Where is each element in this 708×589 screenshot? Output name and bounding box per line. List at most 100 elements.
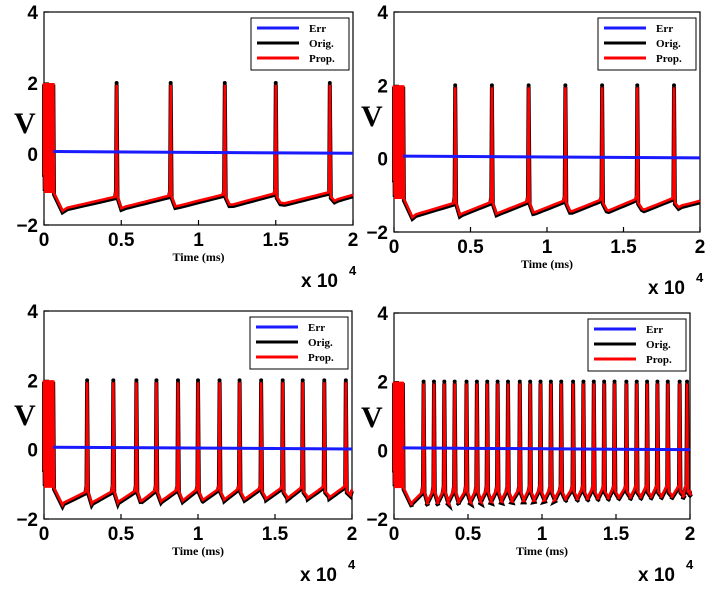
y-axis-label: V xyxy=(361,401,383,434)
legend-label: Prop. xyxy=(656,53,682,65)
x-multiplier-exponent: 4 xyxy=(686,557,694,572)
spike-peak-dot xyxy=(85,378,90,383)
spike-peak-dot xyxy=(665,379,670,384)
y-tick-label: −2 xyxy=(366,223,388,244)
legend: Err Orig. Prop. xyxy=(597,17,697,71)
x-tick-label: 0.5 xyxy=(108,524,135,545)
x-tick-label: 1.5 xyxy=(603,524,630,545)
spike-peak-dot xyxy=(431,379,436,384)
initial-burst-block xyxy=(44,380,54,488)
spike-peak-dot xyxy=(442,379,447,384)
y-tick-label: 4 xyxy=(27,3,38,24)
spike-peak-dot xyxy=(421,379,426,384)
x-tick-label: 2 xyxy=(348,230,359,251)
x-tick-label: 0.5 xyxy=(455,524,482,545)
y-tick-label: 4 xyxy=(377,304,388,325)
spike-peak-dot xyxy=(452,379,457,384)
y-tick-label: −2 xyxy=(366,510,388,531)
x-tick-label: 1.5 xyxy=(263,230,290,251)
spike-peak-dot xyxy=(259,378,264,383)
spike-peak-dot xyxy=(538,379,543,384)
spike-peak-dot xyxy=(111,378,116,383)
x-multiplier: x 10 xyxy=(301,271,338,292)
spike-peak-dot xyxy=(485,379,490,384)
series-err-line xyxy=(53,150,354,155)
x-axis-label: Time (ms) xyxy=(516,544,568,558)
spike-peak-dot xyxy=(300,378,305,383)
x-multiplier-exponent: 4 xyxy=(696,270,704,285)
spike-peak-dot xyxy=(327,81,332,85)
y-axis-label: V xyxy=(361,100,383,133)
legend-label: Orig. xyxy=(309,38,334,50)
spike-peak-dot xyxy=(602,379,607,384)
series-prop-line xyxy=(392,381,693,508)
y-tick-label: 2 xyxy=(377,373,388,394)
spike-peak-dot xyxy=(559,379,564,384)
initial-burst-block xyxy=(44,83,54,194)
series-prop-line xyxy=(42,380,354,509)
spike-peak-dot xyxy=(175,378,180,383)
spike-peak-dot xyxy=(517,379,522,384)
x-tick-label: 1 xyxy=(193,524,204,545)
spike-peak-dot xyxy=(677,379,682,384)
legend: Err Orig. Prop. xyxy=(249,316,349,370)
x-tick-label: 1 xyxy=(537,524,548,545)
spike-peak-dot xyxy=(237,378,242,383)
legend-label: Prop. xyxy=(308,352,334,364)
legend: Err Orig. Prop. xyxy=(250,17,350,71)
spike-peak-dot xyxy=(474,379,479,384)
series-orig-line xyxy=(392,86,701,222)
y-tick-label: 0 xyxy=(377,150,388,171)
x-multiplier: x 10 xyxy=(638,565,675,586)
y-tick-label: −2 xyxy=(16,510,38,531)
legend-label: Err xyxy=(646,324,663,336)
series-prop-line xyxy=(392,85,701,220)
spike-peak-dot xyxy=(168,81,173,85)
series-prop-line xyxy=(42,82,354,213)
x-tick-label: 0 xyxy=(389,524,400,545)
legend-box xyxy=(250,17,350,71)
spike-peak-dot xyxy=(464,379,469,384)
x-multiplier: x 10 xyxy=(300,565,337,586)
series-err-line xyxy=(53,445,353,451)
y-tick-label: −2 xyxy=(16,216,38,237)
x-tick-label: 0.5 xyxy=(108,230,135,251)
y-tick-label: 4 xyxy=(27,302,38,323)
x-multiplier: x 10 xyxy=(648,278,685,299)
series-err-line xyxy=(402,446,691,452)
y-axis-label: V xyxy=(14,399,36,432)
spike-peak-dot xyxy=(612,379,617,384)
spike-peak-dot xyxy=(505,379,510,384)
legend-label: Prop. xyxy=(646,354,672,366)
y-tick-label: 2 xyxy=(27,371,38,392)
spike-peak-dot xyxy=(280,378,285,383)
legend-label: Prop. xyxy=(309,53,335,65)
spike-peak-dot xyxy=(343,378,348,383)
x-tick-label: 2 xyxy=(347,524,358,545)
x-tick-label: 1.5 xyxy=(262,524,289,545)
legend-label: Err xyxy=(308,322,325,334)
x-tick-label: 1 xyxy=(193,230,204,251)
spike-peak-dot xyxy=(114,81,119,85)
spike-peak-dot xyxy=(548,379,553,384)
x-tick-label: 0 xyxy=(39,230,50,251)
spike-peak-dot xyxy=(322,378,327,383)
spike-peak-dot xyxy=(571,379,576,384)
spike-peak-dot xyxy=(489,83,494,88)
spike-peak-dot xyxy=(528,379,533,384)
spike-peak-dot xyxy=(217,378,222,383)
x-tick-label: 2 xyxy=(695,237,706,258)
x-multiplier-exponent: 4 xyxy=(349,263,357,278)
y-tick-label: 4 xyxy=(377,3,388,24)
spike-peak-dot xyxy=(600,83,605,88)
spike-peak-dot xyxy=(685,379,690,384)
legend: Err Orig. Prop. xyxy=(587,318,687,372)
x-tick-label: 0 xyxy=(389,237,400,258)
initial-burst-block xyxy=(394,85,404,199)
y-axis-label: V xyxy=(14,107,36,140)
legend-label: Err xyxy=(656,23,673,35)
x-axis-label: Time (ms) xyxy=(172,250,224,264)
spike-peak-dot xyxy=(222,81,227,85)
